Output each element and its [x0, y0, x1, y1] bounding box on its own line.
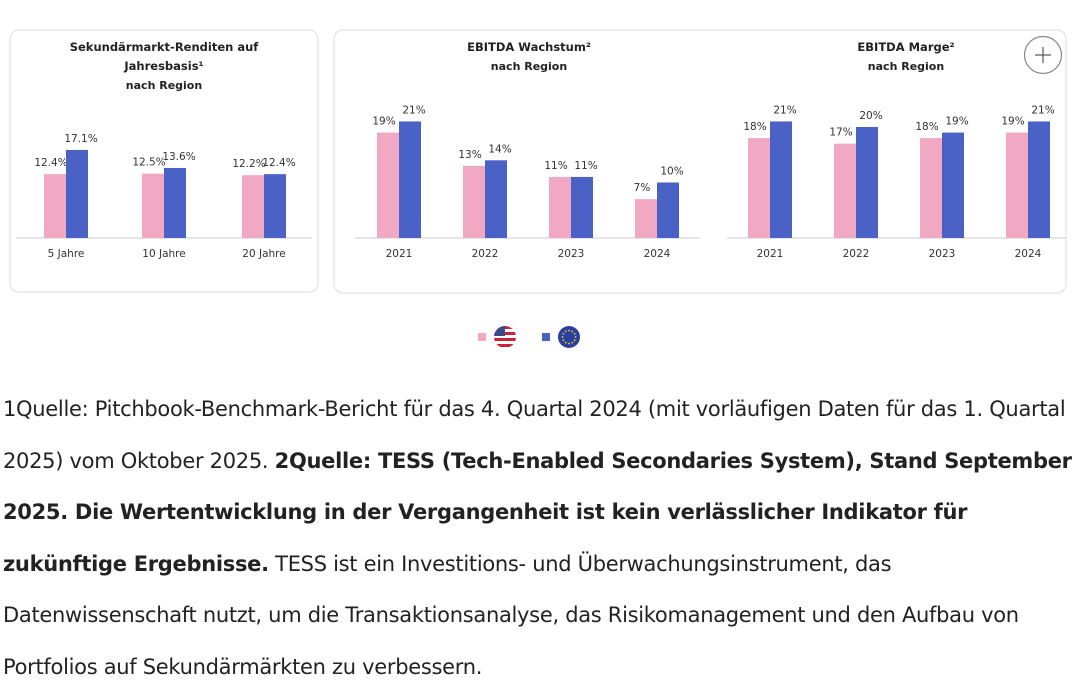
value-label: 19% — [372, 116, 395, 128]
expand-button[interactable] — [1023, 35, 1063, 75]
legend — [478, 326, 580, 348]
value-label: 7% — [634, 182, 651, 194]
x-tick-label: 2022 — [472, 248, 499, 260]
value-label: 10% — [660, 166, 683, 178]
x-tick-label: 5 Jahre — [48, 248, 85, 260]
bar — [164, 167, 186, 238]
footnote-text: 2Quelle: TESS (Tech-Enabled Secondaries … — [3, 448, 1072, 576]
x-tick-label: 2022 — [843, 248, 870, 260]
chart-title-block: EBITDA Wachstum² nach Region — [414, 38, 644, 76]
x-tick-label: 2023 — [929, 248, 956, 260]
bar — [942, 132, 964, 238]
chart-subtitle: nach Region — [490, 60, 568, 73]
bar — [748, 138, 770, 238]
eu-star — [573, 332, 576, 335]
eu-star — [571, 330, 574, 333]
x-tick-label: 2021 — [757, 248, 784, 260]
footnote-text: 1Quelle: Pitchbook-Benchmark-Bericht für… — [3, 397, 1066, 473]
bar — [44, 174, 66, 238]
eu-star — [562, 339, 565, 342]
bar — [571, 176, 593, 238]
bar — [635, 199, 657, 238]
eu-star — [574, 336, 577, 338]
eu-flag — [558, 326, 580, 348]
legend-swatch — [542, 333, 550, 341]
us-flag — [494, 326, 516, 348]
chart-title-block: Sekundärmarkt-Renditen auf Jahresbasis¹ … — [49, 38, 279, 95]
value-label: 20% — [859, 110, 882, 122]
panel — [333, 29, 1067, 294]
value-label: 13.6% — [162, 151, 195, 163]
bar — [242, 175, 264, 238]
x-tick-label: 2023 — [558, 248, 585, 260]
bar — [485, 160, 507, 238]
value-label: 11% — [574, 160, 597, 172]
value-label: 17.1% — [64, 133, 97, 145]
value-label: 17% — [829, 127, 852, 139]
bar — [264, 174, 286, 238]
bar — [399, 121, 421, 238]
eu-star — [564, 341, 567, 344]
chart-title: EBITDA Marge² — [857, 40, 955, 54]
x-tick-label: 2024 — [1015, 248, 1042, 260]
value-label: 12.4% — [34, 157, 67, 169]
value-label: 19% — [1001, 116, 1024, 128]
bar — [657, 182, 679, 238]
value-label: 21% — [773, 104, 796, 116]
value-label: 21% — [1031, 104, 1054, 116]
bar — [1028, 121, 1050, 238]
bar — [377, 132, 399, 238]
eu-star — [562, 332, 565, 335]
bar — [856, 127, 878, 238]
chart-subtitle: nach Region — [125, 79, 203, 92]
chart-subtitle: nach Region — [867, 60, 945, 73]
bar — [142, 173, 164, 238]
eu-star — [568, 342, 570, 345]
value-label: 12.5% — [132, 157, 165, 169]
chart-title: EBITDA Wachstum² — [467, 40, 591, 54]
x-tick-label: 20 Jahre — [242, 248, 285, 260]
page: 5 Jahre 12.4% 17.1% 10 Jahre 12.5% 13.6% 20 Ja… — [3, 29, 1073, 679]
value-label: 12.4% — [262, 157, 295, 169]
bar — [66, 149, 88, 238]
value-label: 18% — [915, 121, 938, 133]
eu-star — [561, 336, 564, 338]
value-label: 18% — [743, 121, 766, 133]
value-label: 21% — [402, 104, 425, 116]
value-label: 14% — [488, 143, 511, 155]
value-label: 19% — [945, 116, 968, 128]
eu-star — [568, 329, 570, 332]
eu-star — [571, 341, 574, 344]
bar — [770, 121, 792, 238]
bar — [463, 165, 485, 238]
x-tick-label: 2021 — [386, 248, 413, 260]
eu-star — [573, 339, 576, 342]
value-label: 12.2% — [232, 158, 265, 170]
eu-star — [564, 330, 567, 333]
value-label: 13% — [458, 149, 481, 161]
x-tick-label: 10 Jahre — [142, 248, 185, 260]
chart-title-block: EBITDA Marge² nach Region — [791, 38, 1021, 76]
bar — [549, 176, 571, 238]
charts: 5 Jahre 12.4% 17.1% 10 Jahre 12.5%13.6% 20 Ja… — [9, 29, 1067, 348]
legend-swatch — [478, 333, 486, 341]
chart-title: Sekundärmarkt-Renditen auf Jahresbasis¹ — [69, 40, 259, 73]
bar — [1006, 132, 1028, 238]
footnote: 1Quelle: Pitchbook-Benchmark-Bericht für… — [3, 384, 1073, 693]
bar — [834, 143, 856, 238]
value-label: 11% — [544, 160, 567, 172]
bar — [920, 138, 942, 238]
x-tick-label: 2024 — [644, 248, 671, 260]
